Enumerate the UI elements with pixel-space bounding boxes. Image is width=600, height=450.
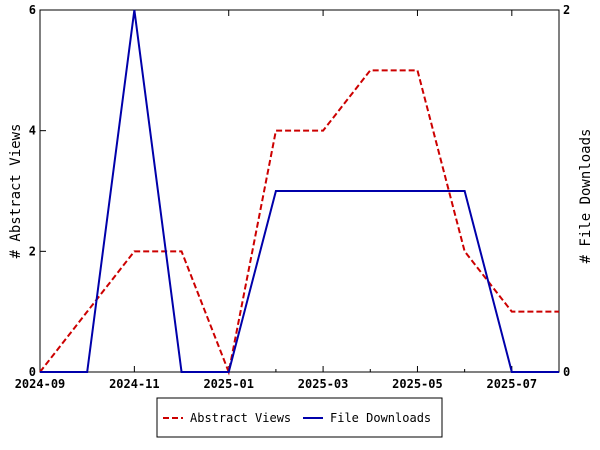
y-left-tick-label: 2 xyxy=(29,244,36,258)
y-right-tick-label: 2 xyxy=(563,3,570,17)
y-axis-right-label: # File Downloads xyxy=(578,129,594,264)
x-axis: 2024-09 2024-11 2025-01 2025-03 2025-05 2025-… xyxy=(15,10,560,391)
legend-label-abstract-views: Abstract Views xyxy=(190,411,291,425)
y-axis-right: 02 xyxy=(553,3,570,379)
x-tick-label: 2025-05 xyxy=(392,377,443,391)
x-tick-label: 2025-07 xyxy=(487,377,538,391)
y-axis-left: 0 2 4 6 xyxy=(29,3,46,379)
plot-frame xyxy=(39,9,560,373)
x-tick-label: 2025-03 xyxy=(298,377,349,391)
x-tick-label: 2025-01 xyxy=(203,377,254,391)
legend-box xyxy=(156,397,443,438)
y-axis-left-label: # Abstract Views xyxy=(8,124,24,259)
y-left-tick-label: 4 xyxy=(29,124,36,138)
y-left-tick-label: 0 xyxy=(29,365,36,379)
series-lines xyxy=(39,9,559,376)
series-line-abstract-views xyxy=(39,69,559,376)
y-left-tick-label: 6 xyxy=(29,3,36,17)
legend: Abstract Views File Downloads xyxy=(156,397,443,438)
x-tick-label: 2024-09 xyxy=(15,377,66,391)
legend-label-file-downloads: File Downloads xyxy=(330,411,431,425)
x-tick-label: 2024-11 xyxy=(109,377,160,391)
y-right-tick-label: 0 xyxy=(563,365,570,379)
series-line-file-downloads xyxy=(40,9,559,373)
